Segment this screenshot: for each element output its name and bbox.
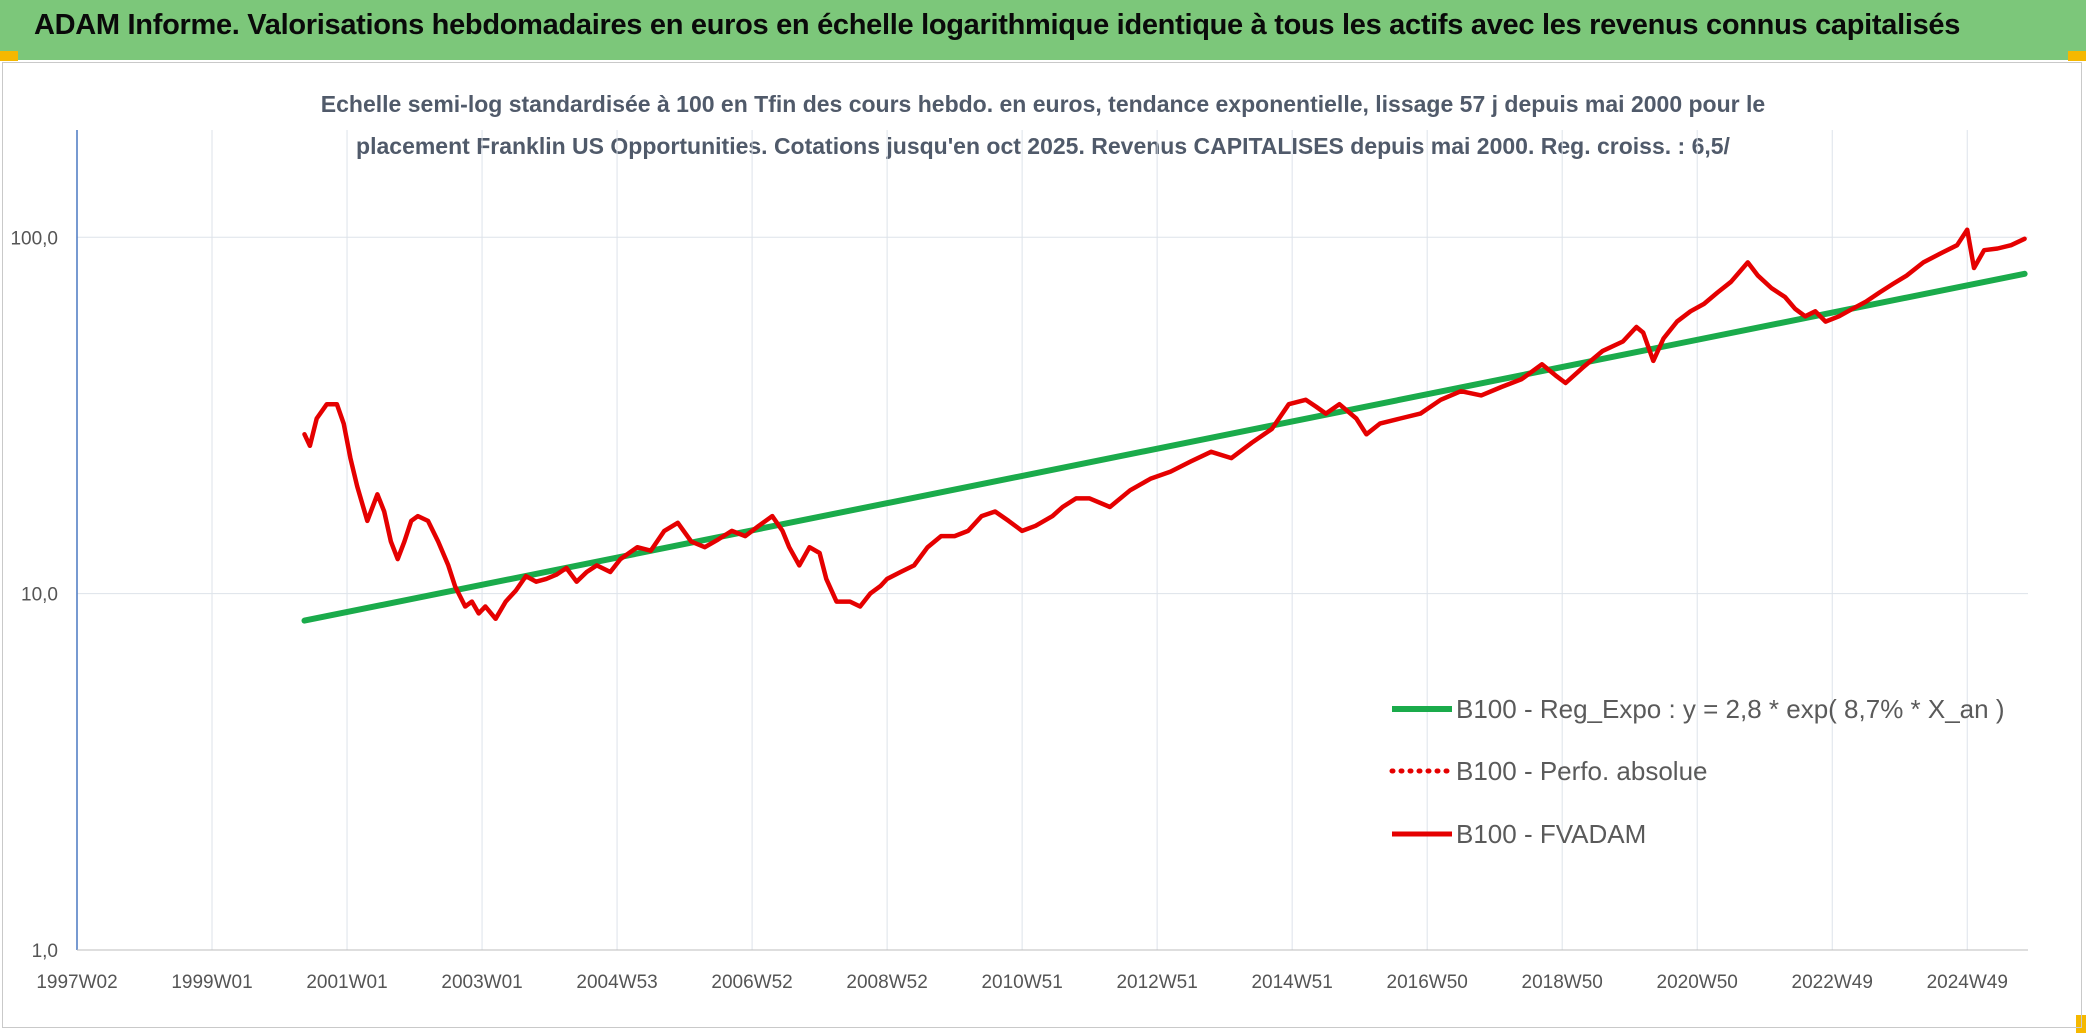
x-tick-label: 2010W51 (981, 972, 1062, 993)
legend-label: B100 - Reg_Expo : y = 2,8 * exp( 8,7% * … (1456, 694, 2005, 724)
y-tick-label: 100,0 (10, 228, 58, 249)
y-tick-label: 10,0 (21, 585, 58, 606)
x-tick-label: 2006W52 (711, 972, 792, 993)
x-tick-label: 1997W02 (36, 972, 117, 993)
x-tick-label: 2008W52 (846, 972, 927, 993)
y-tick-label: 1,0 (32, 941, 58, 962)
x-tick-label: 2020W50 (1657, 972, 1738, 993)
x-tick-label: 2001W01 (306, 972, 387, 993)
header-banner: ADAM Informe. Valorisations hebdomadaire… (0, 0, 2086, 60)
x-tick-label: 2016W50 (1387, 972, 1468, 993)
chart-frame (2, 62, 2082, 1028)
chart-title-line-1: Echelle semi-log standardisée à 100 en T… (320, 91, 1766, 117)
x-tick-label: 2003W01 (441, 972, 522, 993)
regression-line (301, 270, 2028, 624)
x-tick-label: 2004W53 (576, 972, 657, 993)
corner-marker-left (0, 51, 18, 61)
x-tick-label: 2018W50 (1522, 972, 1603, 993)
x-tick-label: 2024W49 (1927, 972, 2008, 993)
x-tick-label: 2014W51 (1251, 972, 1332, 993)
corner-marker-right (2068, 51, 2086, 61)
legend-label: B100 - Perfo. absolue (1456, 756, 1708, 786)
report-title: ADAM Informe. Valorisations hebdomadaire… (34, 9, 1961, 41)
legend-label: B100 - FVADAM (1456, 819, 1646, 849)
x-tick-label: 2012W51 (1116, 972, 1197, 993)
x-tick-label: 1999W01 (171, 972, 252, 993)
series-line-fvadam (302, 227, 2027, 622)
x-tick-label: 2022W49 (1792, 972, 1873, 993)
chart-title-line-2: placement Franklin US Opportunities. Cot… (356, 133, 1730, 159)
